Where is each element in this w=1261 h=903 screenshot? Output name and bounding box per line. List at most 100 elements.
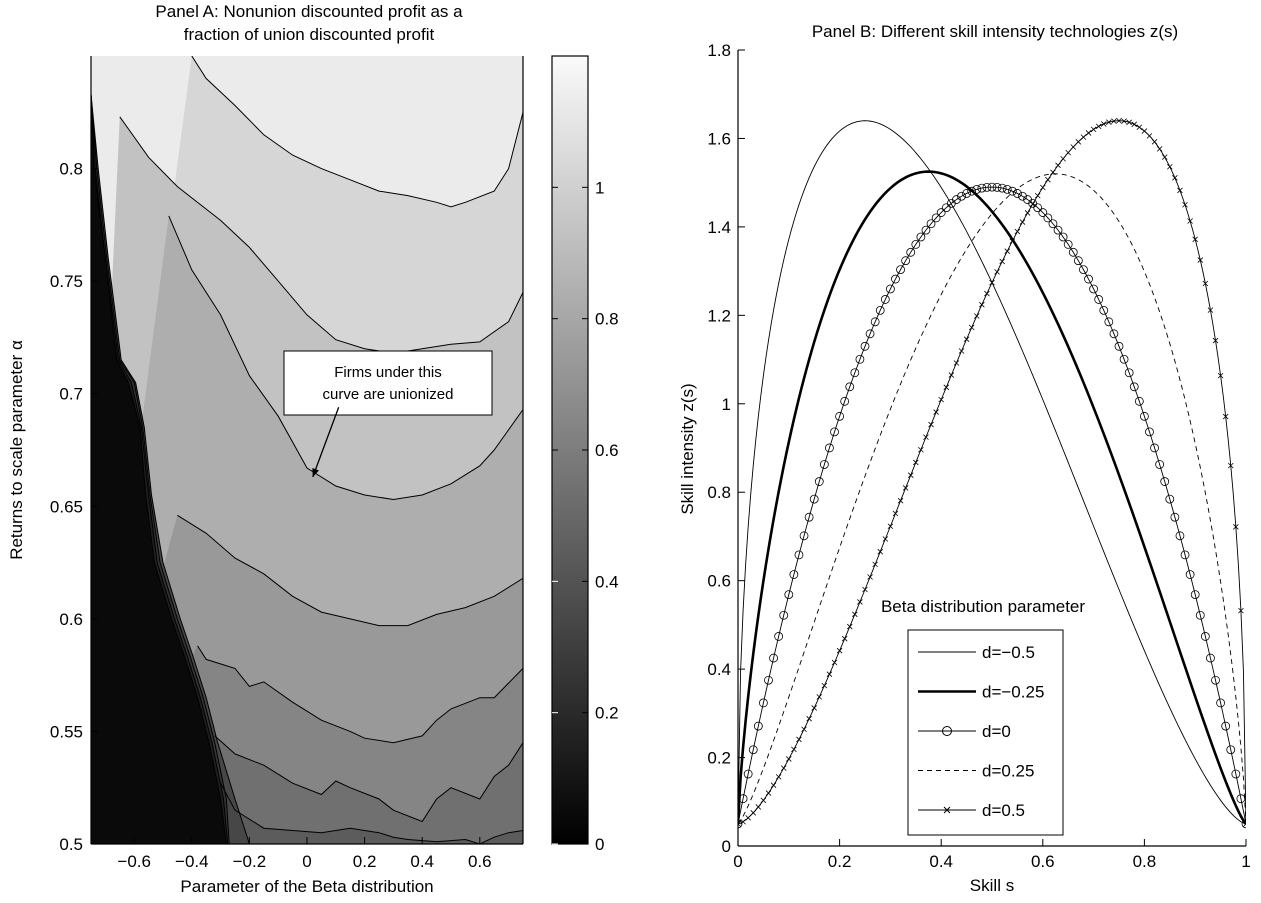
annotation-text: Firms under this (334, 364, 442, 381)
series-marker (1068, 247, 1078, 257)
panel-a-x-tick-label: 0 (302, 852, 311, 871)
series-marker (882, 536, 889, 542)
series-marker (765, 790, 772, 796)
colorbar-tick-label: 0 (595, 835, 604, 854)
series-marker (836, 647, 843, 654)
series-marker (901, 256, 911, 266)
series-marker (1111, 118, 1117, 124)
series-marker (926, 219, 936, 229)
panel-b-x-tick-label: 0.2 (828, 852, 852, 871)
series-marker (811, 705, 817, 711)
series-marker (1161, 154, 1168, 160)
panel-a-x-tick-label: −0.2 (233, 852, 267, 871)
series-marker (845, 382, 855, 392)
series-marker (1007, 186, 1017, 196)
panel-a-x-axis-label: Parameter of the Beta distribution (180, 877, 433, 896)
series-marker (936, 208, 946, 217)
series-marker (1126, 119, 1132, 126)
series-marker (1106, 119, 1112, 125)
series-marker (1043, 213, 1053, 223)
series-marker (907, 472, 914, 478)
series-marker (875, 305, 885, 315)
series-marker (855, 354, 865, 364)
series-marker (948, 372, 955, 378)
series-marker (1129, 382, 1139, 392)
series-marker (906, 247, 916, 257)
colorbar-tick-label: 0.8 (595, 310, 619, 329)
series-marker (984, 290, 990, 297)
series-marker (789, 570, 799, 579)
series-line-2 (738, 186, 1246, 824)
series-marker (1034, 192, 1041, 199)
series-marker (1136, 124, 1143, 131)
colorbar-tick-label: 0.6 (595, 441, 619, 460)
series-marker (1040, 184, 1046, 191)
series-marker (1180, 550, 1190, 560)
series-marker (1131, 121, 1138, 128)
series-marker (1124, 368, 1134, 378)
series-marker (774, 632, 784, 641)
series-marker (753, 721, 763, 731)
series-marker (1192, 236, 1198, 243)
panel-a-y-axis-label: Returns to scale parameter α (7, 340, 26, 560)
panel-b-y-tick-label: 0 (722, 837, 731, 856)
series-marker (840, 396, 850, 406)
series-marker (1141, 128, 1148, 134)
panel-b-y-tick-label: 0.2 (707, 749, 731, 768)
series-marker (1190, 590, 1200, 600)
series-marker (1217, 372, 1224, 379)
series-marker (896, 265, 905, 275)
series-marker (1013, 189, 1022, 198)
panel-a-axes: −0.6 −0.4 −0.2 0 0.2 0.4 0.6 0.5 0.55 0.6 0.65 0.7 0… (50, 56, 524, 871)
colorbar: 0 0.2 0.4 0.6 0.8 1 (551, 55, 619, 854)
series-marker (963, 336, 970, 342)
series-marker (1075, 139, 1082, 145)
series-marker (1070, 144, 1077, 150)
panel-a-y-tick-label: 0.55 (50, 722, 83, 741)
series-marker (913, 459, 919, 466)
series-marker (1079, 265, 1088, 275)
series-marker (957, 191, 966, 201)
series-marker (750, 810, 757, 816)
series-marker (1167, 163, 1173, 170)
series-marker (780, 765, 787, 771)
series-marker (1095, 123, 1102, 130)
series-marker (865, 329, 875, 339)
series-marker (1033, 203, 1043, 213)
series-line-1 (738, 170, 1246, 825)
series-marker (760, 797, 767, 804)
panel-a-y-tick-label: 0.5 (59, 835, 83, 854)
series-marker (1121, 118, 1127, 124)
annotation-text: curve are unionized (323, 386, 454, 403)
series-marker (770, 782, 777, 789)
panel-a-y-tick-label: 0.6 (59, 610, 83, 629)
series-marker (806, 715, 812, 722)
series-marker (967, 186, 977, 196)
series-marker (953, 360, 960, 366)
series-marker (831, 659, 838, 666)
series-marker (916, 232, 926, 242)
series-marker (1160, 477, 1170, 486)
series-marker (1084, 274, 1093, 284)
series-marker (1038, 208, 1048, 217)
series-marker (880, 295, 890, 304)
series-marker (738, 821, 741, 827)
series-marker (1211, 675, 1220, 685)
series-marker (870, 317, 880, 327)
panel-a-y-tick-label: 0.8 (59, 160, 83, 179)
series-marker (921, 225, 931, 235)
panel-b-x-tick-label: 0.8 (1133, 852, 1157, 871)
panel-b-x-tick-label: 0.6 (1031, 852, 1055, 871)
series-marker (1048, 219, 1058, 229)
panel-a-title-line-1: Panel A: Nonunion discounted profit as a (155, 2, 463, 21)
series-marker (814, 477, 824, 486)
series-marker (1165, 494, 1175, 504)
series-marker (987, 182, 997, 192)
series-marker (982, 182, 992, 192)
series-marker (784, 590, 794, 600)
series-marker (892, 510, 899, 517)
series-marker (862, 586, 868, 593)
series-marker (1073, 256, 1083, 266)
legend-label: d=0.5 (982, 801, 1025, 820)
panel-a-x-tick-label: −0.4 (175, 852, 209, 871)
